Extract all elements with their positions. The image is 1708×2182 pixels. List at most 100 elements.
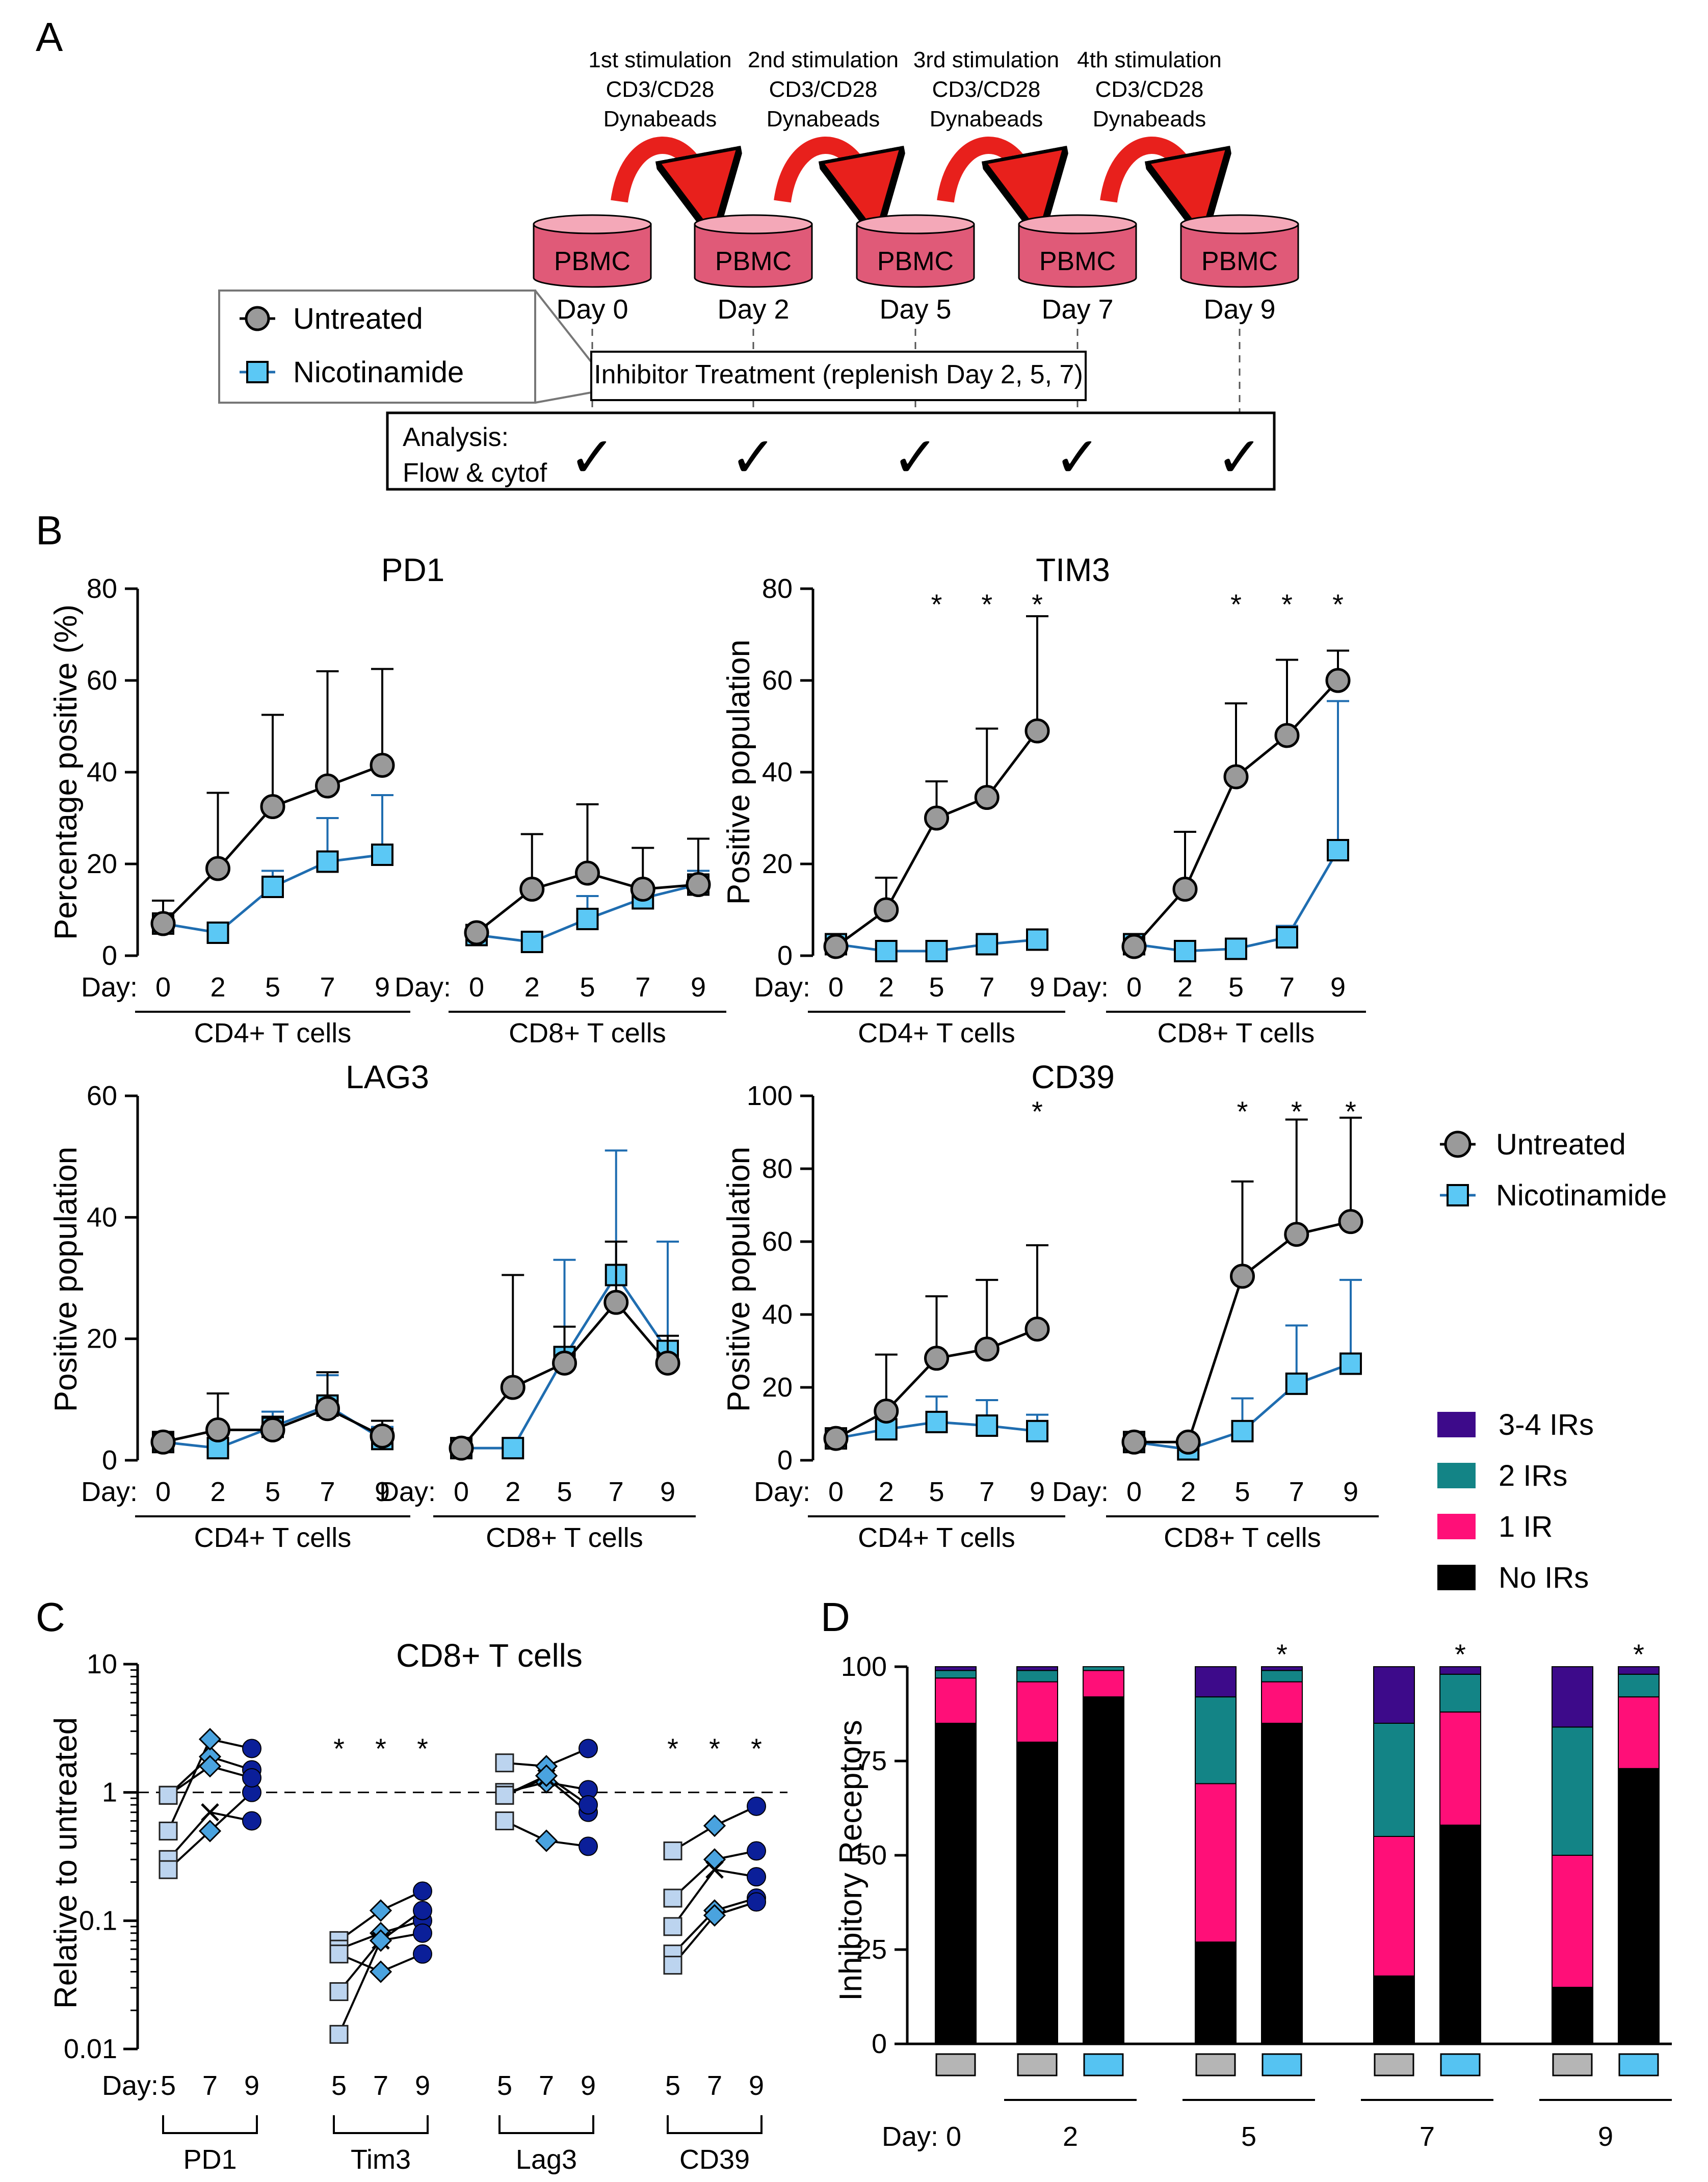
lag3-group-label-cd8: CD8+ T cells bbox=[486, 1522, 643, 1553]
d-bar-8-0 bbox=[1618, 1768, 1660, 2045]
c-xtick-1-0: 5 bbox=[331, 2070, 347, 2101]
panel-b-legend: Untreated Nicotinamide bbox=[1440, 1128, 1667, 1212]
cd39-star-cd4-0: * bbox=[1032, 1095, 1043, 1127]
cd39-xtick-cd8-3: 7 bbox=[1289, 1477, 1304, 1507]
c-point-1-4-0 bbox=[329, 1944, 349, 1964]
cd39-xtick-cd4-3: 7 bbox=[979, 1477, 994, 1507]
c-point-1-3-0 bbox=[329, 2025, 349, 2044]
c-ytick-label-2: 1 bbox=[102, 1777, 117, 1808]
tim3-star-cd4-1: * bbox=[981, 588, 992, 620]
tim3-star-cd8-1: * bbox=[1281, 588, 1293, 620]
schematic-day-5: Day 5 bbox=[879, 294, 951, 325]
c-xtick-3-1: 7 bbox=[707, 2070, 722, 2101]
c-point-1-3-2 bbox=[413, 1923, 432, 1943]
legend-nicotinamide-marker bbox=[246, 361, 269, 383]
lag3-point-0-cd8-2 bbox=[552, 1350, 577, 1376]
d-bar-6-1 bbox=[1439, 1711, 1481, 1826]
c-xtick-2-2: 9 bbox=[581, 2070, 596, 2101]
lag3-xtick-cd4-4: 9 bbox=[375, 1477, 390, 1507]
c-point-0-3-0 bbox=[159, 1860, 178, 1879]
d-star-6: * bbox=[1455, 1638, 1466, 1670]
tim3-ytick-label-3: 60 bbox=[762, 665, 793, 696]
pd1-day-label-cd4: Day: bbox=[81, 972, 138, 1003]
c-star-3-2: * bbox=[751, 1732, 762, 1765]
chart-cd39-ylabel: Positive population bbox=[721, 1147, 756, 1412]
c-xtick-3-0: 5 bbox=[665, 2070, 680, 2101]
schematic-day-0: Day 0 bbox=[556, 294, 628, 325]
cd39-xtick-cd8-0: 0 bbox=[1126, 1477, 1142, 1507]
cd39-point-1-cd4-2 bbox=[925, 1410, 948, 1433]
lag3-point-1-cd8-1 bbox=[502, 1437, 524, 1460]
tim3-star-cd4-2: * bbox=[1032, 588, 1043, 620]
d-bar-3-0 bbox=[1195, 1941, 1237, 2044]
d-bar-5-2 bbox=[1373, 1723, 1415, 1837]
pd1-xtick-cd4-4: 9 bbox=[375, 972, 390, 1003]
analysis-check-day0: ✓ bbox=[569, 426, 616, 489]
c-bracket-1 bbox=[333, 2115, 429, 2134]
cd39-point-1-cd8-4 bbox=[1339, 1352, 1362, 1375]
lag3-xtick-cd8-1: 2 bbox=[505, 1477, 520, 1507]
pd1-xtick-cd8-4: 9 bbox=[691, 972, 706, 1003]
tim3-point-0-cd4-4 bbox=[1024, 718, 1050, 744]
c-point-2-3-2 bbox=[579, 1836, 598, 1856]
analysis-check-day9: ✓ bbox=[1216, 426, 1263, 489]
d-bar-5-0 bbox=[1373, 1975, 1415, 2045]
stim-2-line2: CD3/CD28 bbox=[769, 77, 878, 102]
lag3-point-0-cd8-3 bbox=[603, 1290, 629, 1315]
cd39-point-0-cd4-1 bbox=[874, 1398, 899, 1424]
d-bar-0-0 bbox=[935, 1723, 977, 2044]
c-point-3-4-1 bbox=[703, 1904, 726, 1927]
lag3-ytick-label-2: 40 bbox=[87, 1202, 117, 1232]
tim3-xtick-cd4-0: 0 bbox=[828, 972, 844, 1003]
cd39-group-label-cd8: CD8+ T cells bbox=[1164, 1522, 1321, 1553]
pd1-point-0-cd4-2 bbox=[260, 794, 285, 819]
lag3-day-label-cd8: Day: bbox=[379, 1477, 436, 1507]
c-point-0-4-2 bbox=[242, 1768, 261, 1787]
d-treatment-swatch-7 bbox=[1552, 2053, 1593, 2076]
tim3-star-cd8-2: * bbox=[1332, 588, 1344, 620]
pd1-point-0-cd4-0 bbox=[150, 911, 176, 936]
cd39-xtick-cd8-4: 9 bbox=[1343, 1477, 1358, 1507]
chart-tim3-ylabel: Positive population bbox=[721, 640, 756, 905]
stimulation-label-3: 3rd stimulation CD3/CD28 Dynabeads bbox=[913, 47, 1059, 132]
d-bar-3-3 bbox=[1195, 1666, 1237, 1698]
cd39-xtick-cd4-4: 9 bbox=[1030, 1477, 1045, 1507]
lag3-point-0-cd4-1 bbox=[205, 1417, 230, 1442]
lag3-ytick-label-0: 0 bbox=[102, 1445, 117, 1476]
pd1-xtick-cd8-3: 7 bbox=[635, 972, 650, 1003]
cd39-xtick-cd4-0: 0 bbox=[828, 1477, 844, 1507]
chart-d-day-label: Day: 0 bbox=[882, 2121, 961, 2152]
lag3-ytick-label-3: 60 bbox=[87, 1081, 117, 1111]
c-point-0-1-1 bbox=[198, 1728, 222, 1751]
lag3-xtick-cd4-1: 2 bbox=[210, 1477, 225, 1507]
d-star-8: * bbox=[1633, 1638, 1644, 1670]
pd1-xtick-cd4-0: 0 bbox=[155, 972, 171, 1003]
c-point-3-1-0 bbox=[663, 1888, 682, 1908]
d-bar-4-3 bbox=[1261, 1666, 1303, 1671]
cd39-ytick-label-3: 60 bbox=[762, 1226, 793, 1257]
tim3-point-0-cd8-1 bbox=[1172, 877, 1198, 902]
b-legend-nicotinamide-marker bbox=[1447, 1184, 1469, 1206]
chart-pd1-ylabel: Percentage positive (%) bbox=[48, 604, 84, 940]
cd39-point-0-cd8-4 bbox=[1338, 1209, 1363, 1234]
cd39-point-0-cd4-0 bbox=[823, 1426, 849, 1451]
tim3-ytick-label-0: 0 bbox=[777, 940, 793, 971]
c-group-label-2: Lag3 bbox=[516, 2144, 577, 2175]
d-bar-1-0 bbox=[1016, 1742, 1058, 2044]
d-bar-2-1 bbox=[1083, 1670, 1124, 1698]
d-bar-3-2 bbox=[1195, 1696, 1237, 1784]
pd1-point-0-cd4-3 bbox=[315, 773, 340, 799]
legend-untreated-marker bbox=[245, 306, 270, 331]
chart-c-day-label: Day: bbox=[102, 2070, 159, 2101]
cd39-group-label-cd4: CD4+ T cells bbox=[858, 1522, 1015, 1553]
inhibitor-treatment-text: Inhibitor Treatment (replenish Day 2, 5,… bbox=[594, 360, 1083, 389]
cd39-point-0-cd4-2 bbox=[924, 1346, 949, 1371]
tim3-point-0-cd8-0 bbox=[1121, 934, 1147, 959]
cd39-ytick-label-0: 0 bbox=[777, 1445, 793, 1476]
stim-3-line2: CD3/CD28 bbox=[932, 77, 1041, 102]
d-treatment-swatch-8 bbox=[1618, 2053, 1659, 2076]
tim3-xtick-cd8-1: 2 bbox=[1177, 972, 1193, 1003]
b-legend-untreated-marker bbox=[1444, 1131, 1471, 1158]
